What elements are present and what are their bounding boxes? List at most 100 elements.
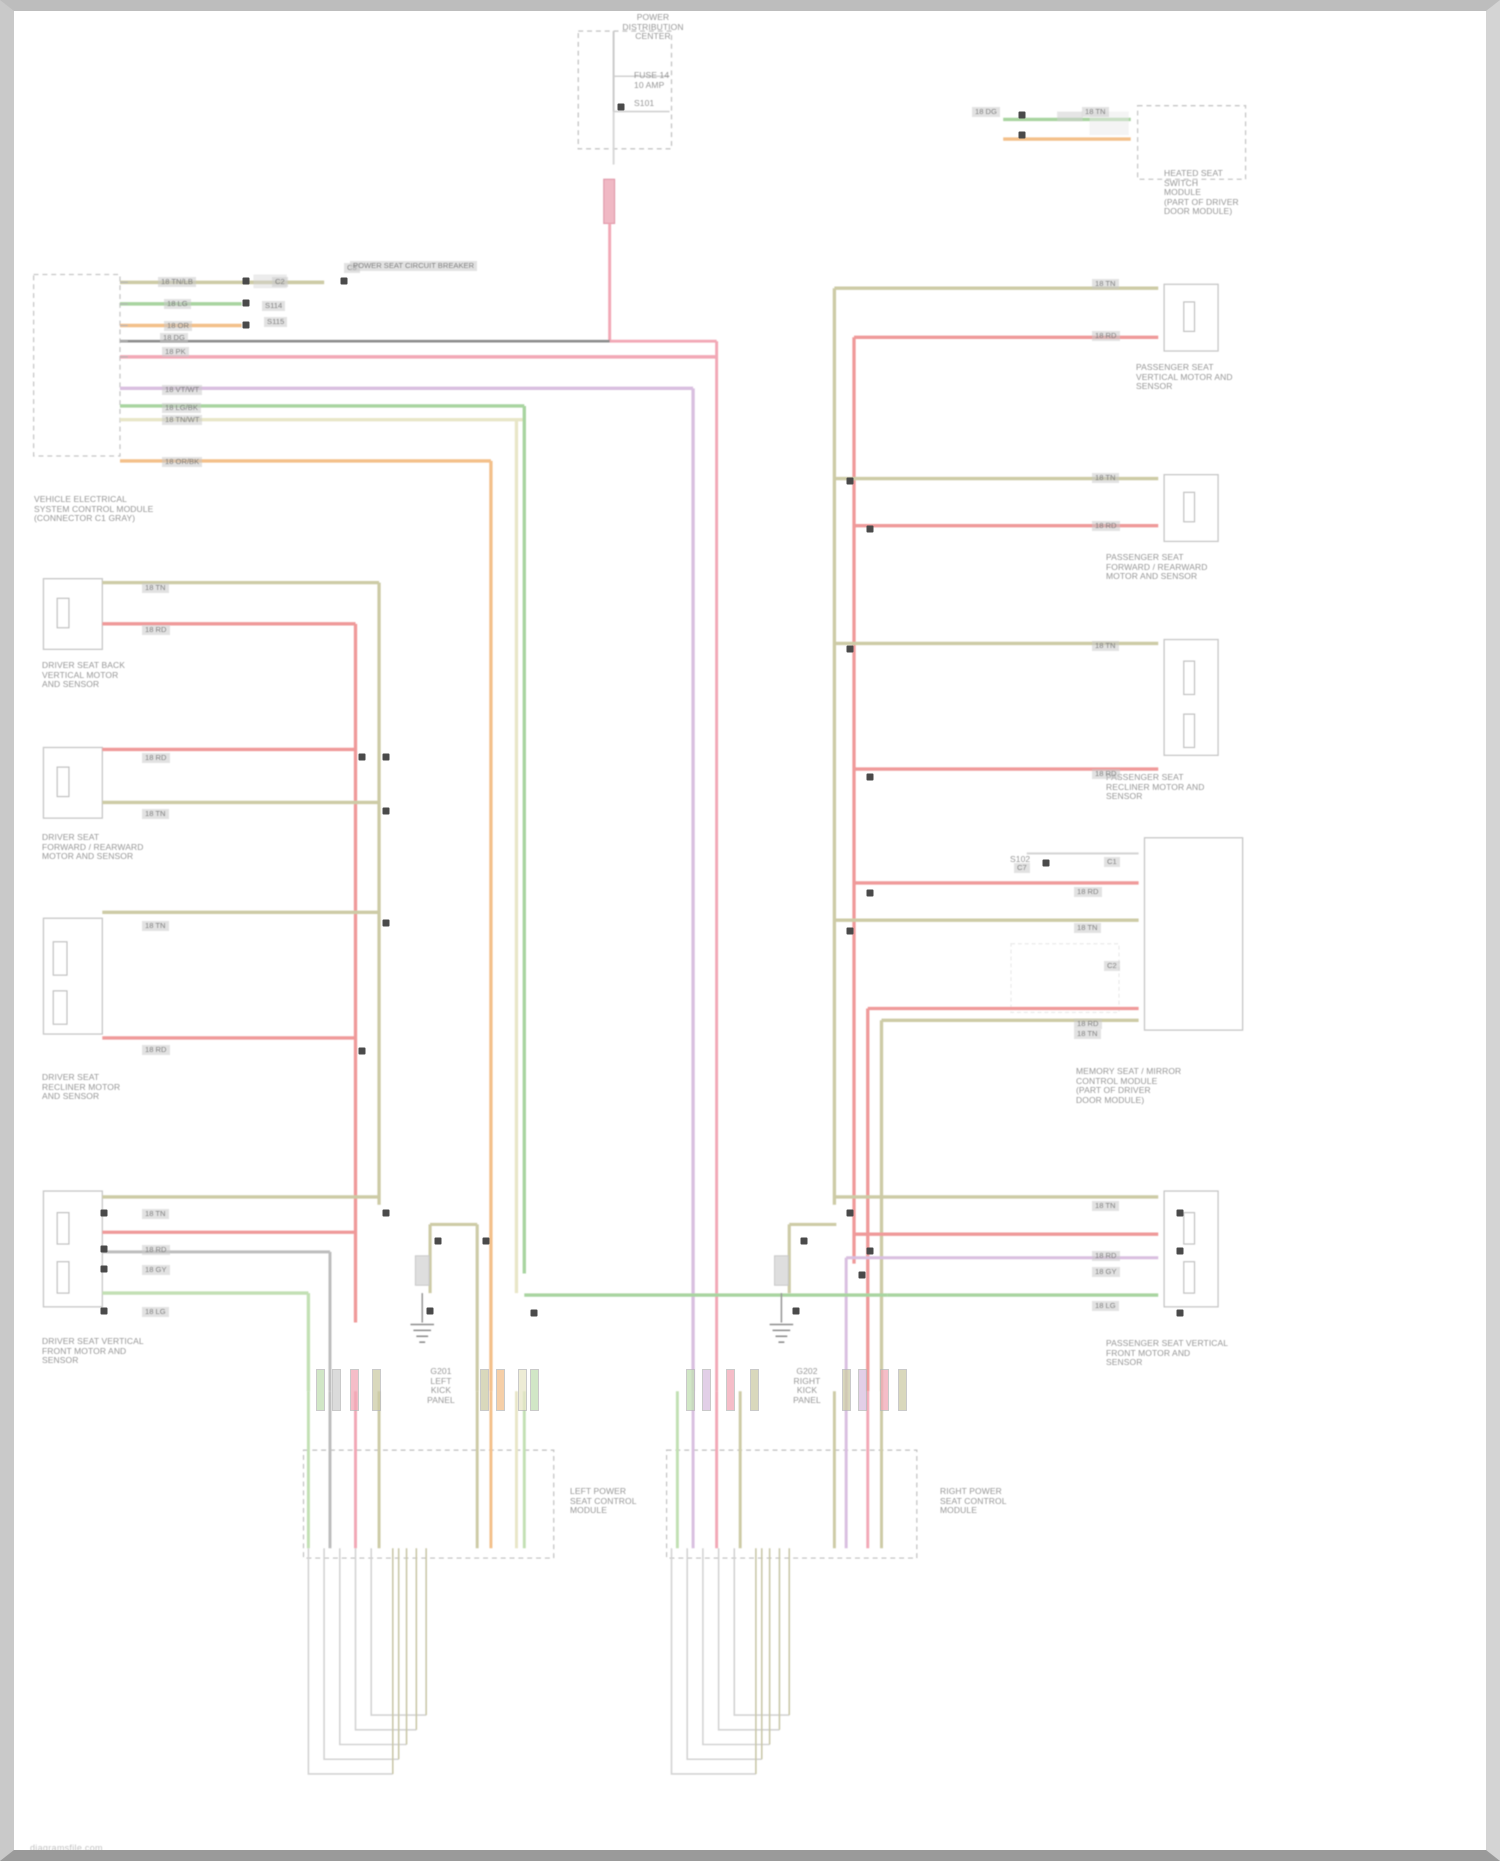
connector-pin — [496, 1369, 505, 1411]
junction-dot — [617, 103, 625, 111]
wire-label: 18 TN — [142, 921, 169, 932]
wire-label: 18 LG — [164, 299, 191, 310]
label-passenger-seat-lumbar-module: PASSENGER SEAT VERTICAL FRONT MOTOR AND … — [1106, 1338, 1229, 1367]
wire-label: 18 VT/WT — [162, 385, 203, 396]
wire-label: C1 — [1104, 857, 1120, 868]
junction-dot — [866, 525, 874, 533]
wire-label: 18 RD — [142, 753, 170, 764]
wire-label: 18 RD — [1074, 887, 1102, 898]
junction-dot — [1176, 1309, 1184, 1317]
junction-dot — [100, 1209, 108, 1217]
wire-label: 18 TN — [142, 583, 169, 594]
connector-pin — [880, 1369, 889, 1411]
connector-pin — [842, 1369, 851, 1411]
wire-label: 18 TN — [1092, 641, 1119, 652]
wire-label: 18 TN — [1092, 279, 1119, 290]
junction-dot — [382, 753, 390, 761]
junction-dot — [858, 1271, 866, 1279]
junction-dot — [382, 1209, 390, 1217]
label-splice-s102: S102 — [1010, 854, 1031, 864]
connector-pin — [316, 1369, 325, 1411]
wire-label: 18 RD — [142, 625, 170, 636]
connector-pin — [898, 1369, 907, 1411]
junction-dot — [426, 1307, 434, 1315]
wire-label: 18 GY — [1092, 1267, 1120, 1278]
junction-dot — [382, 807, 390, 815]
junction-dot — [100, 1307, 108, 1315]
connector-pin — [750, 1369, 759, 1411]
wire-label: 18 TN — [142, 1209, 169, 1220]
junction-dot — [846, 1209, 854, 1217]
wire-label: 18 RD — [1092, 331, 1120, 342]
junction-dot — [846, 477, 854, 485]
wire-label: 18 TN — [1074, 923, 1101, 934]
junction-dot — [846, 927, 854, 935]
junction-dot — [242, 277, 250, 285]
label-passenger-seat-vertical-motor: PASSENGER SEAT VERTICAL MOTOR AND SENSOR — [1136, 362, 1233, 391]
connector-pin — [350, 1369, 359, 1411]
junction-dot — [382, 919, 390, 927]
label-ground-right: G202 RIGHT KICK PANEL — [793, 1366, 821, 1405]
junction-dot — [800, 1237, 808, 1245]
connector-pin — [332, 1369, 341, 1411]
label-ground-left: G201 LEFT KICK PANEL — [427, 1366, 455, 1405]
wire-label: 18 TN/WT — [162, 415, 203, 426]
wire-label: 18 TN — [142, 809, 169, 820]
wire-label: 18 DG — [972, 107, 1000, 118]
label-driver-seat-horizontal-motor: DRIVER SEAT FORWARD / REARWARD MOTOR AND… — [42, 832, 144, 861]
label-passenger-seat-recliner-motor: PASSENGER SEAT RECLINER MOTOR AND SENSOR — [1106, 772, 1205, 801]
wire-label: 18 TN — [1092, 1201, 1119, 1212]
junction-dot — [340, 277, 348, 285]
label-fuse: FUSE 14 10 AMP — [634, 70, 670, 90]
diagram-canvas — [32, 30, 1247, 1775]
junction-dot — [242, 299, 250, 307]
label-splice-s101: S101 — [634, 98, 655, 108]
junction-dot — [866, 1247, 874, 1255]
wire-label: 18 DG — [160, 333, 188, 344]
wire-label: 18 TN — [1082, 107, 1109, 118]
junction-dot — [358, 1047, 366, 1055]
junction-dot — [1176, 1209, 1184, 1217]
connector-pin — [530, 1369, 539, 1411]
wire-label: S115 — [264, 317, 288, 328]
junction-dot — [100, 1265, 108, 1273]
wire-label: 18 RD — [1074, 1019, 1102, 1030]
junction-dot — [358, 753, 366, 761]
wire-label: 18 RD — [142, 1245, 170, 1256]
label-heated-seat-switch: HEATED SEAT SWITCH MODULE (PART OF DRIVE… — [1164, 168, 1239, 216]
label-driver-seat-lumbar-module: DRIVER SEAT VERTICAL FRONT MOTOR AND SEN… — [42, 1336, 144, 1365]
junction-dot — [846, 645, 854, 653]
wire-label: 18 TN — [1092, 473, 1119, 484]
connector-pin — [726, 1369, 735, 1411]
connector-pin — [858, 1369, 867, 1411]
wire-label: C2 — [1104, 961, 1120, 972]
wire-label: 18 RD — [1092, 769, 1120, 780]
connector-pin — [686, 1369, 695, 1411]
junction-dot — [1176, 1247, 1184, 1255]
wire-label: S114 — [262, 301, 286, 312]
wire-label: 18 TN/LB — [158, 277, 196, 288]
label-right-power-seat-module: RIGHT POWER SEAT CONTROL MODULE — [940, 1486, 1007, 1515]
wire-label: 18 GY — [142, 1265, 170, 1276]
label-passenger-seat-horizontal-motor: PASSENGER SEAT FORWARD / REARWARD MOTOR … — [1106, 552, 1208, 581]
label-memory-seat-control-module: MEMORY SEAT / MIRROR CONTROL MODULE (PAR… — [1076, 1066, 1182, 1105]
label-left-power-seat-module: LEFT POWER SEAT CONTROL MODULE — [570, 1486, 637, 1515]
label-power-distribution-center: POWER DISTRIBUTION CENTER — [622, 12, 684, 41]
junction-dot — [434, 1237, 442, 1245]
wire-label: 18 PK — [162, 347, 189, 358]
junction-dot — [866, 773, 874, 781]
watermark: diagramsfile.com — [30, 1843, 103, 1853]
wire-label: POWER SEAT CIRCUIT BREAKER — [350, 261, 478, 272]
connector-pin — [702, 1369, 711, 1411]
wire-label: 18 OR — [164, 321, 192, 332]
wire-label: 18 RD — [142, 1045, 170, 1056]
wire-label: 18 RD — [1092, 521, 1120, 532]
junction-dot — [1018, 111, 1026, 119]
junction-dot — [482, 1237, 490, 1245]
junction-dot — [866, 889, 874, 897]
label-driver-seat-recliner-motor: DRIVER SEAT RECLINER MOTOR AND SENSOR — [42, 1072, 121, 1101]
junction-dot — [242, 321, 250, 329]
wire-label: 18 TN — [1074, 1029, 1101, 1040]
junction-dot — [1042, 859, 1050, 867]
